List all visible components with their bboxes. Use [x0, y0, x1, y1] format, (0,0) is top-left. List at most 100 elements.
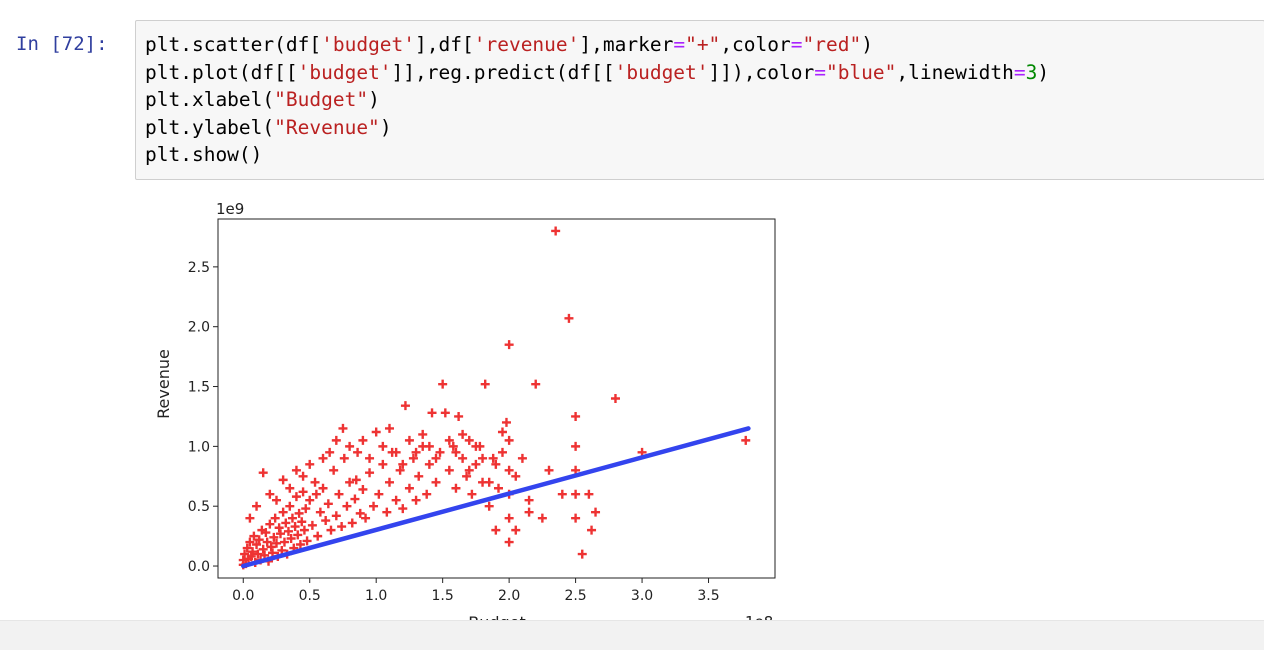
- scatter-point: [365, 468, 375, 478]
- code-token: =: [673, 33, 686, 56]
- scatter-point: [290, 522, 300, 532]
- scatter-point: [504, 513, 514, 523]
- scatter-point: [345, 441, 355, 451]
- scatter-point: [408, 453, 418, 463]
- scatter-point: [275, 529, 285, 539]
- scatter-point: [471, 441, 481, 451]
- plot-frame: [217, 218, 776, 579]
- scatter-point: [484, 477, 494, 487]
- scatter-point: [298, 471, 308, 481]
- scatter-point: [501, 417, 511, 427]
- code-token: ): [861, 33, 873, 56]
- y-axis-label: Revenue: [154, 349, 173, 419]
- scatter-point: [351, 475, 361, 485]
- scatter-point: [339, 453, 349, 463]
- scatter-point: [369, 501, 379, 511]
- scatter-point: [577, 549, 587, 559]
- scatter-point: [391, 447, 401, 457]
- scatter-point: [342, 501, 352, 511]
- code-token: =: [790, 33, 803, 56]
- scatter-point: [384, 477, 394, 487]
- scatter-point: [478, 453, 488, 463]
- scatter-point: [248, 547, 258, 557]
- scatter-point: [440, 408, 450, 418]
- scatter-point: [331, 511, 341, 521]
- scatter-point: [246, 551, 256, 561]
- scatter-point: [283, 526, 293, 536]
- scatter-point: [266, 542, 276, 552]
- scatter-point: [378, 441, 388, 451]
- y-tick-label: 2.0: [188, 320, 210, 336]
- code-token: ],df[: [415, 33, 474, 56]
- plot-output: 1e9 1e8 Budget Revenue 0.00.51.01.52.02.…: [150, 195, 790, 635]
- code-token: "Revenue": [274, 115, 380, 139]
- scatter-point: [584, 489, 594, 499]
- scatter-point: [431, 453, 441, 463]
- scatter-point: [422, 489, 432, 499]
- scatter-point: [325, 447, 335, 457]
- scatter-point: [318, 453, 328, 463]
- scatter-point: [491, 459, 501, 469]
- scatter-point: [398, 459, 408, 469]
- scatter-point: [291, 465, 301, 475]
- scatter-point: [310, 477, 320, 487]
- code-input[interactable]: plt.scatter(df['budget'],df['revenue'],m…: [135, 20, 1264, 180]
- scatter-point: [504, 465, 514, 475]
- scatter-point: [258, 544, 268, 554]
- code-token: ],marker: [579, 33, 674, 56]
- scatter-point: [329, 465, 339, 475]
- scatter-point: [444, 435, 454, 445]
- scatter-point: [278, 507, 288, 517]
- scatter-point: [245, 537, 255, 547]
- scatter-point: [269, 532, 279, 542]
- scatter-point: [378, 459, 388, 469]
- scatter-point: [467, 489, 477, 499]
- bottom-bar: [0, 620, 1264, 650]
- scatter-point: [462, 471, 472, 481]
- scatter-point: [301, 504, 311, 514]
- code-token: plt.plot(df[[: [145, 60, 298, 84]
- code-token: "red": [802, 33, 862, 56]
- scatter-point: [338, 423, 348, 433]
- scatter-point: [610, 394, 620, 403]
- scatter-point: [557, 489, 567, 499]
- scatter-point: [741, 435, 751, 445]
- scatter-point: [424, 459, 434, 469]
- scatter-point: [411, 495, 421, 505]
- scatter-point: [278, 475, 288, 485]
- scatter-point: [551, 226, 561, 236]
- scatter-point: [318, 483, 328, 493]
- scatter-point: [537, 513, 547, 523]
- scatter-point: [293, 530, 303, 540]
- scatter-point: [261, 528, 271, 538]
- regression-line: [241, 426, 751, 569]
- scatter-point: [254, 535, 264, 545]
- code-token: ): [368, 88, 380, 111]
- x-tick-label: 0.0: [232, 588, 254, 604]
- scatter-point: [404, 435, 414, 445]
- scatter-point: [271, 495, 281, 505]
- scatter-point: [504, 435, 514, 445]
- scatter-point: [374, 489, 384, 499]
- x-tick-label: 1.5: [432, 588, 454, 604]
- code-token: ): [1037, 60, 1050, 84]
- scatter-point: [511, 471, 521, 481]
- x-tick-label: 1.0: [365, 588, 387, 604]
- scatter-point: [544, 465, 554, 475]
- scatter-point: [491, 525, 501, 535]
- scatter-point: [571, 513, 581, 523]
- scatter-point: [451, 447, 461, 457]
- scatter-point: [571, 489, 581, 499]
- scatter-point: [493, 483, 503, 493]
- scatter-point: [448, 441, 458, 451]
- scatter-point: [291, 492, 301, 502]
- code-lines: plt.scatter(df['budget'],df['revenue'],m…: [145, 31, 1264, 169]
- scatter-point: [313, 531, 323, 541]
- scatter-point: [398, 504, 408, 514]
- y-tick-label: 0.0: [188, 559, 210, 575]
- scatter-point: [307, 520, 317, 530]
- scatter-point: [286, 534, 296, 544]
- scatter-point: [564, 313, 574, 323]
- scatter-point: [464, 465, 474, 475]
- chart-marks: 0.0 0.5 1.0 1.5 2.0 2.5 3.0 3.5 0.0 0.5 1.0 1.5 2.0 2…: [188, 218, 776, 604]
